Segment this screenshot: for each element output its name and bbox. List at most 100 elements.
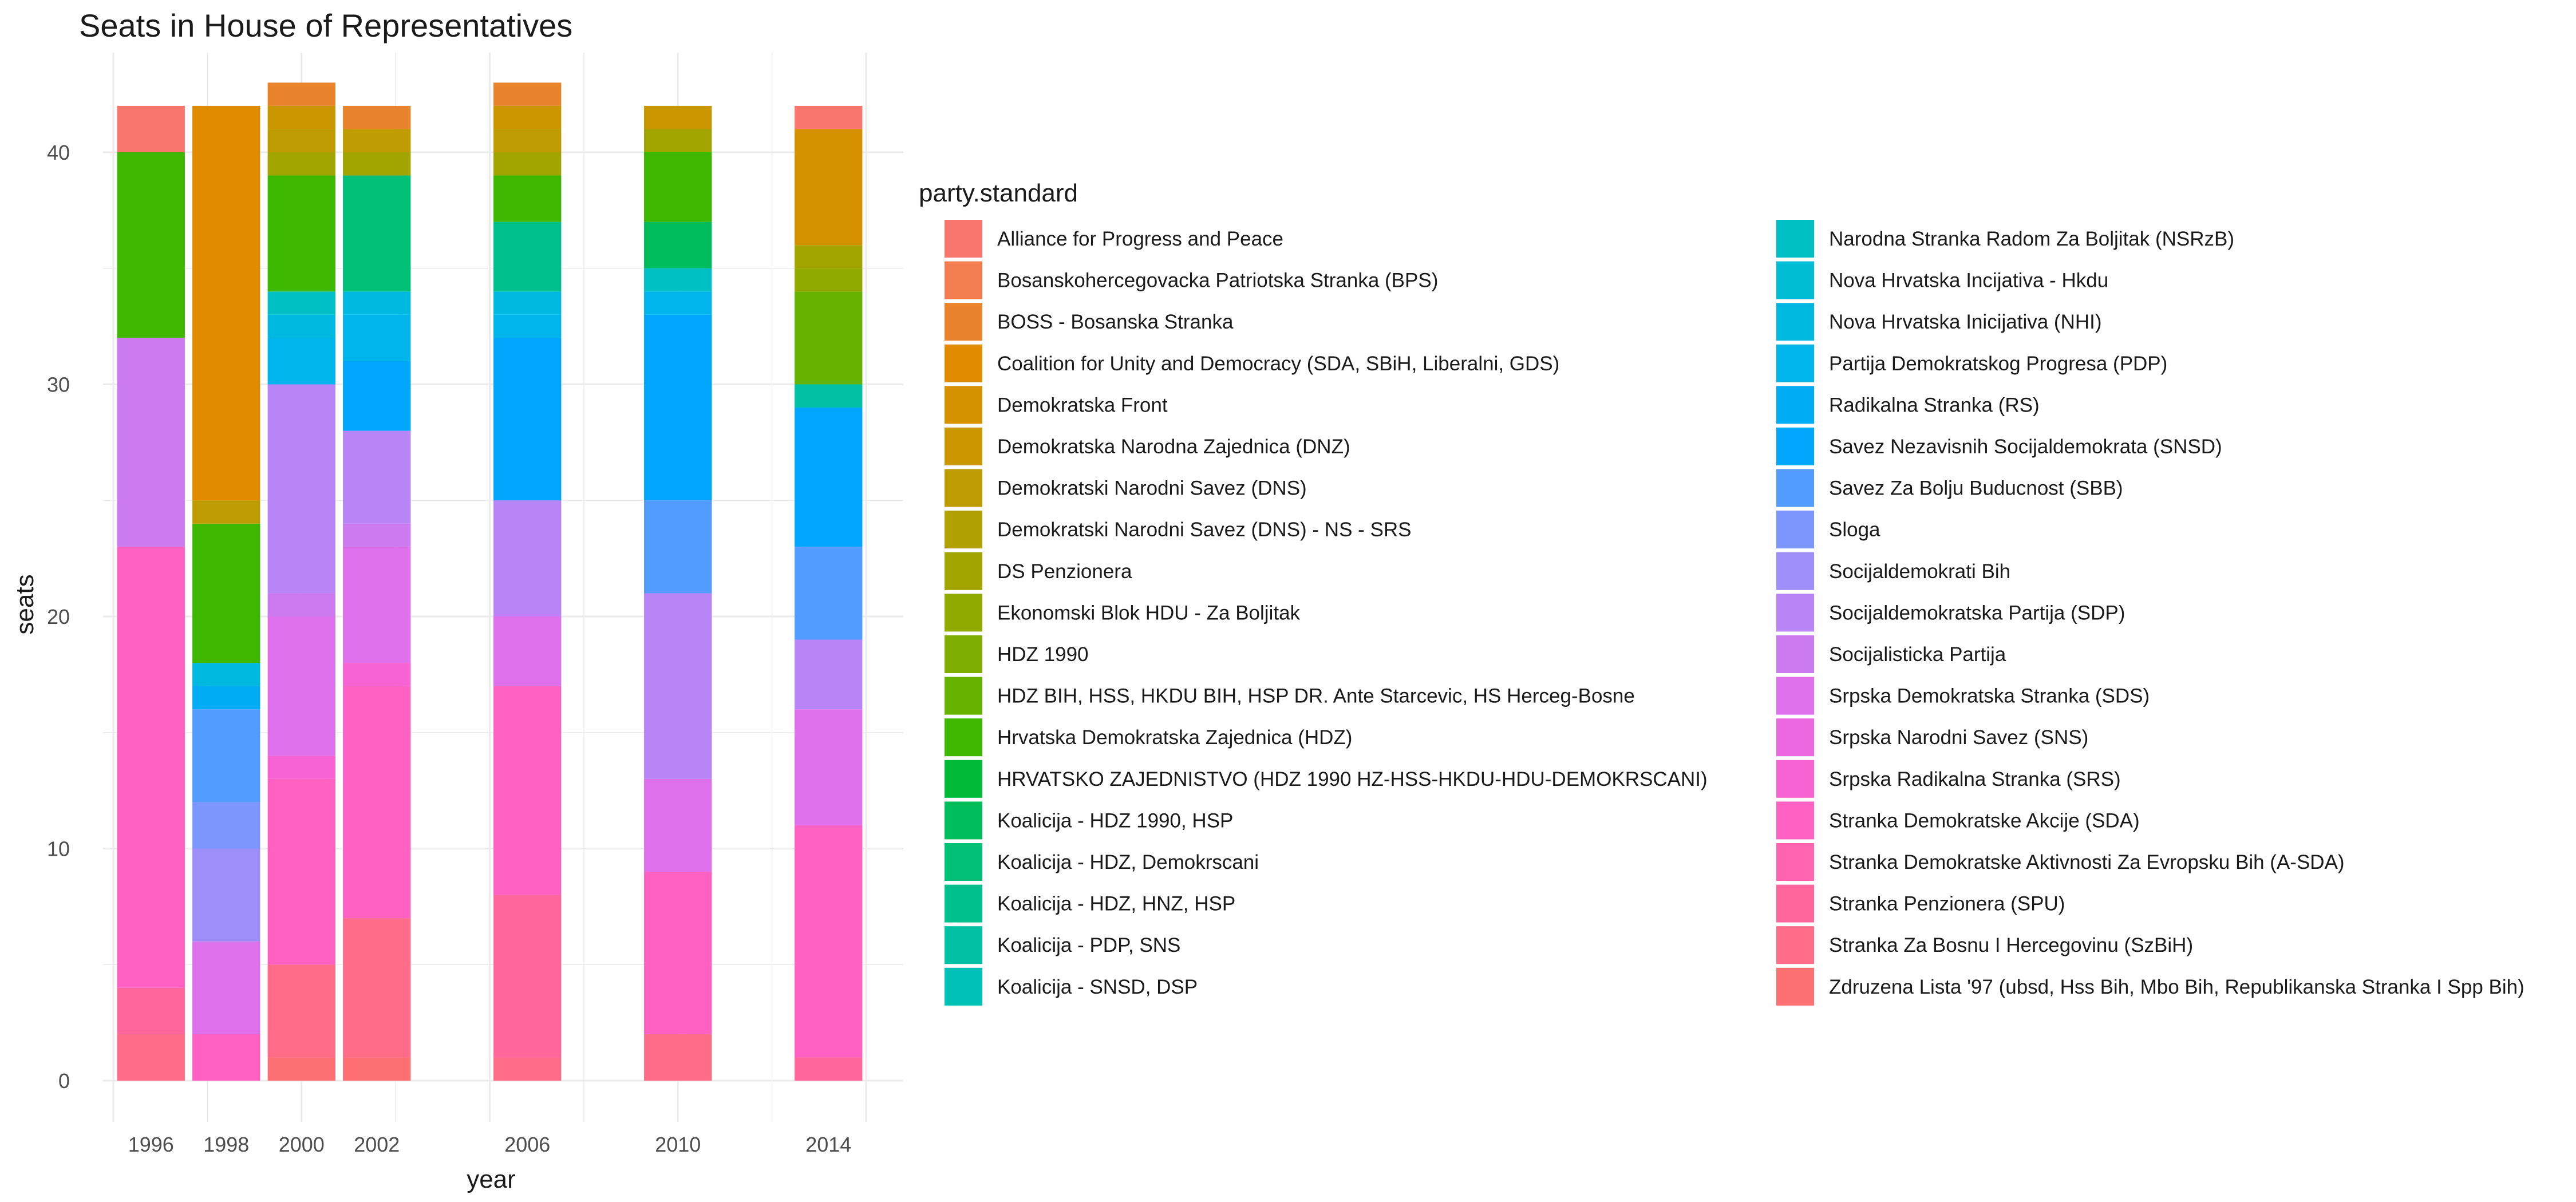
bar-segment (795, 1057, 863, 1081)
legend-label: Nova Hrvatska Inicijativa (NHI) (1829, 311, 2102, 333)
y-axis-title: seats (11, 574, 39, 634)
legend-item: Socijaldemokratska Partija (SDP) (1776, 594, 2125, 632)
bar-segment (267, 964, 335, 1058)
legend-swatch (945, 718, 982, 757)
bar-segment (493, 500, 562, 616)
bar-stack-2000 (267, 82, 335, 1081)
legend-swatch (1776, 967, 1814, 1006)
bar-segment (192, 709, 260, 802)
legend-label: Stranka Demokratske Akcije (SDA) (1829, 809, 2140, 832)
bar-stack-1998 (192, 105, 260, 1081)
legend-label: Stranka Demokratske Aktivnosti Za Evrops… (1829, 851, 2345, 873)
bar-segment (343, 547, 411, 663)
legend-label: Stranka Penzionera (SPU) (1829, 893, 2065, 915)
bar-segment (644, 778, 712, 872)
legend-item: Savez Za Bolju Buducnost (SBB) (1776, 469, 2123, 507)
x-tick-label: 1998 (203, 1133, 249, 1156)
bar-segment (267, 175, 335, 292)
bar-segment (117, 547, 185, 988)
bar-segment (192, 105, 260, 501)
legend-item: Koalicija - SNSD, DSP (945, 967, 1198, 1006)
legend-label: Demokratski Narodni Savez (DNS) (997, 477, 1307, 500)
legend-label: Koalicija - HDZ, HNZ, HSP (997, 893, 1235, 915)
bar-segment (795, 408, 863, 547)
bar-segment (343, 105, 411, 129)
legend-item: Hrvatska Demokratska Zajednica (HDZ) (945, 718, 1352, 757)
bar-segment (795, 268, 863, 292)
bar-segment (267, 756, 335, 779)
legend-swatch (945, 428, 982, 465)
legend-label: HRVATSKO ZAJEDNISTVO (HDZ 1990 HZ-HSS-HK… (997, 768, 1708, 790)
legend-label: HDZ 1990 (997, 643, 1089, 666)
legend-swatch (945, 386, 982, 424)
legend-item: Socijalisticka Partija (1776, 635, 2006, 673)
legend-swatch (945, 884, 982, 923)
bar-segment (493, 686, 562, 895)
bar-segment (795, 825, 863, 1058)
legend-label: Srpska Narodni Savez (SNS) (1829, 726, 2088, 749)
legend-swatch (945, 760, 982, 798)
bar-segment (192, 1034, 260, 1081)
bar-segment (267, 152, 335, 176)
legend-label: Bosanskohercegovacka Patriotska Stranka … (997, 270, 1438, 292)
bar-segment (343, 663, 411, 686)
bar-segment (493, 105, 562, 129)
bar-segment (644, 105, 712, 129)
legend-item: Radikalna Stranka (RS) (1776, 386, 2040, 424)
bar-segment (267, 105, 335, 129)
legend-swatch (945, 843, 982, 881)
bar-segment (343, 918, 411, 1058)
legend-swatch (945, 303, 982, 341)
legend-item: Zdruzena Lista '97 (ubsd, Hss Bih, Mbo B… (1776, 967, 2524, 1006)
bar-segment (267, 593, 335, 616)
bar-segment (644, 222, 712, 268)
bar-segment (343, 129, 411, 152)
bar-stack-2014 (795, 105, 863, 1081)
bar-segment (343, 686, 411, 919)
legend-item: Koalicija - HDZ 1990, HSP (945, 801, 1233, 840)
legend-item: Koalicija - HDZ, HNZ, HSP (945, 884, 1235, 923)
y-tick-label: 0 (58, 1069, 70, 1093)
legend-item: Coalition for Unity and Democracy (SDA, … (945, 344, 1559, 382)
legend-swatch (945, 594, 982, 632)
bar-segment (117, 987, 185, 1034)
legend-swatch (1776, 303, 1814, 341)
legend-swatch (1776, 801, 1814, 840)
legend-label: Narodna Stranka Radom Za Boljitak (NSRzB… (1829, 228, 2234, 250)
legend-swatch (945, 635, 982, 673)
bar-segment (795, 384, 863, 408)
legend-label: Srpska Radikalna Stranka (SRS) (1829, 768, 2121, 790)
legend-item: Koalicija - PDP, SNS (945, 926, 1180, 964)
legend-swatch (945, 261, 982, 299)
legend-label: Hrvatska Demokratska Zajednica (HDZ) (997, 726, 1352, 749)
bar-segment (644, 268, 712, 292)
bar-segment (267, 338, 335, 385)
bar-segment (644, 872, 712, 1034)
bar-segment (644, 291, 712, 315)
legend-item: HRVATSKO ZAJEDNISTVO (HDZ 1990 HZ-HSS-HK… (945, 760, 1708, 798)
bar-segment (343, 430, 411, 524)
bar-segment (493, 175, 562, 222)
bar-segment (267, 616, 335, 756)
legend-label: Srpska Demokratska Stranka (SDS) (1829, 685, 2150, 707)
bar-segment (493, 129, 562, 152)
bar-segment (192, 663, 260, 686)
legend-label: Koalicija - PDP, SNS (997, 934, 1180, 956)
bar-segment (192, 941, 260, 1034)
legend-swatch (1776, 884, 1814, 923)
bar-segment (192, 523, 260, 663)
legend-item: Demokratska Front (945, 386, 1168, 424)
x-tick-label: 2010 (655, 1133, 701, 1156)
legend-item: Srpska Radikalna Stranka (SRS) (1776, 760, 2121, 798)
bar-segment (644, 152, 712, 222)
bar-segment (795, 245, 863, 268)
x-tick-label: 2006 (504, 1133, 550, 1156)
legend-swatch (1776, 552, 1814, 590)
bar-segment (117, 105, 185, 152)
legend-swatch (945, 344, 982, 382)
legend-item: Nova Hrvatska Incijativa - Hkdu (1776, 261, 2108, 299)
legend-item: Stranka Demokratske Aktivnosti Za Evrops… (1776, 843, 2345, 881)
legend-swatch (1776, 511, 1814, 549)
legend-label: Partija Demokratskog Progresa (PDP) (1829, 353, 2167, 375)
